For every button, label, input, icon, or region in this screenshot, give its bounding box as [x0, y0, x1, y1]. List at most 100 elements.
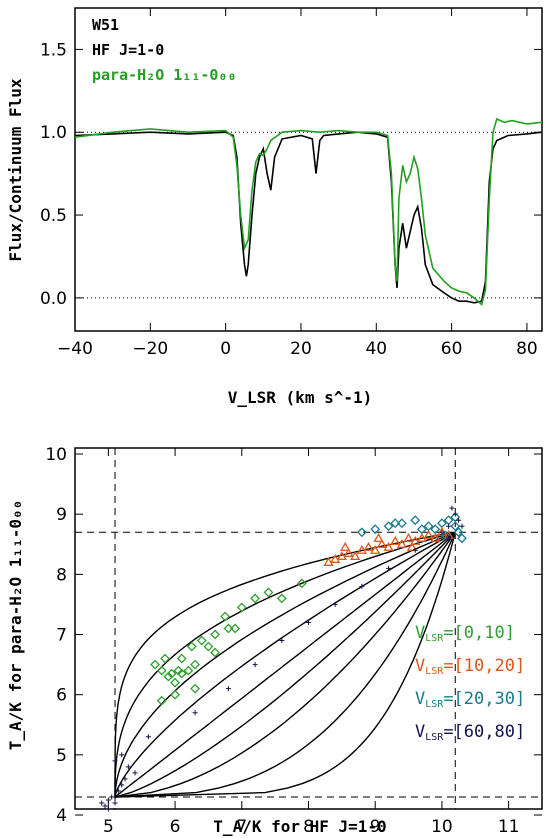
legend-entry-1: VLSR=[10,20] [415, 656, 525, 677]
data-point [370, 524, 381, 535]
legend-entry-3: VLSR=[60,80] [415, 722, 525, 743]
bottom-ticks: 5 6 7 8 9 10 11 4 5 6 7 8 9 10 [45, 445, 542, 837]
data-point [459, 523, 465, 529]
model-curve-4 [114, 531, 456, 798]
data-point [446, 535, 452, 541]
bottom-series [99, 505, 467, 812]
x-tick-label: 10 [431, 817, 453, 837]
data-point [423, 529, 434, 539]
top-ticks: −40 −20 0 20 40 60 80 0.0 0.5 1.0 1.5 [40, 8, 542, 359]
data-point [183, 665, 194, 676]
data-point [102, 803, 108, 809]
data-point [330, 553, 341, 563]
data-point [323, 557, 334, 566]
data-point [340, 541, 351, 551]
data-point [412, 547, 418, 553]
data-point [276, 593, 287, 604]
data-point [163, 671, 174, 682]
data-point [112, 800, 118, 806]
data-point [122, 776, 128, 782]
data-point [225, 686, 231, 692]
y-tick-label: 7 [56, 626, 67, 646]
data-point [450, 521, 461, 532]
x-tick-label: 11 [498, 817, 520, 837]
data-point [350, 550, 361, 560]
data-point [410, 535, 421, 545]
data-point [192, 710, 198, 716]
x-tick-label: 40 [365, 339, 387, 359]
data-point [390, 518, 401, 529]
data-point [132, 770, 138, 776]
y-tick-label: 5 [56, 746, 67, 766]
data-point [456, 517, 462, 523]
data-point [457, 533, 467, 544]
bottom-panel: 5 6 7 8 9 10 11 4 5 6 7 8 9 10 VLSR=[0,10] VLSR=[10,20… [6, 445, 543, 837]
model-curve-2 [114, 531, 456, 798]
data-point [156, 695, 167, 706]
annotation-para-h2o: para-H₂O 1₁₁-0₀₀ [92, 66, 237, 84]
data-point [145, 734, 151, 740]
x-tick-label: 8 [303, 817, 314, 837]
data-point [336, 550, 347, 560]
series-line-1 [74, 117, 543, 306]
data-point [376, 538, 388, 548]
annotation-w51: W51 [92, 16, 119, 34]
data-point [125, 764, 131, 770]
x-tick-label: 60 [441, 339, 463, 359]
x-tick-label: 7 [236, 817, 247, 837]
data-point [332, 601, 338, 607]
data-point [119, 782, 125, 788]
data-point [453, 527, 464, 538]
data-point [176, 653, 187, 664]
data-point [279, 638, 285, 644]
x-tick-label: 9 [370, 817, 381, 837]
data-point [250, 593, 261, 604]
data-point [386, 565, 392, 571]
y-tick-label: 1.5 [40, 40, 67, 60]
top-series [74, 117, 543, 306]
data-point [403, 532, 414, 542]
data-point [99, 800, 105, 806]
data-point [115, 788, 121, 794]
x-tick-label: 6 [170, 817, 181, 837]
data-point [210, 647, 221, 658]
model-curve-8 [114, 531, 456, 797]
data-point [223, 623, 234, 634]
bottom-x-axis-label: T_A/K for HF J=1-0 [213, 817, 386, 836]
legend-entry-2: VLSR=[20,30] [415, 689, 525, 710]
model-curve-5 [114, 531, 456, 798]
data-point [296, 578, 307, 589]
data-point [190, 683, 201, 694]
legend-entry-0: VLSR=[0,10] [415, 623, 515, 644]
top-y-axis-label: Flux/Continuum Flux [6, 78, 25, 261]
model-curve-0 [114, 532, 456, 798]
data-point [440, 530, 451, 541]
data-point [119, 752, 125, 758]
data-point [396, 538, 408, 548]
model-curve-6 [114, 531, 456, 798]
annotation-hf: HF J=1-0 [92, 41, 164, 59]
series-line-0 [74, 131, 543, 304]
data-point [373, 532, 384, 542]
x-tick-label: 20 [290, 339, 312, 359]
top-reference-lines [75, 131, 542, 299]
data-point [166, 668, 177, 679]
data-point [416, 524, 427, 535]
data-point [196, 635, 207, 646]
data-point [363, 541, 374, 551]
data-point [423, 521, 434, 532]
data-point [356, 544, 367, 554]
data-point [416, 532, 428, 542]
data-point [109, 794, 115, 800]
data-point [263, 587, 274, 598]
x-tick-label: −40 [57, 339, 93, 359]
y-tick-label: 0.0 [40, 289, 67, 309]
data-point [430, 524, 441, 535]
y-tick-label: 9 [56, 505, 67, 525]
x-tick-label: 5 [103, 817, 114, 837]
data-point [439, 529, 445, 535]
top-x-axis-label: V_LSR (km s^-1) [228, 388, 373, 407]
top-panel: −40 −20 0 20 40 60 80 0.0 0.5 1.0 1.5 W51 HF J=1-0… [6, 7, 543, 407]
data-point [170, 677, 180, 688]
